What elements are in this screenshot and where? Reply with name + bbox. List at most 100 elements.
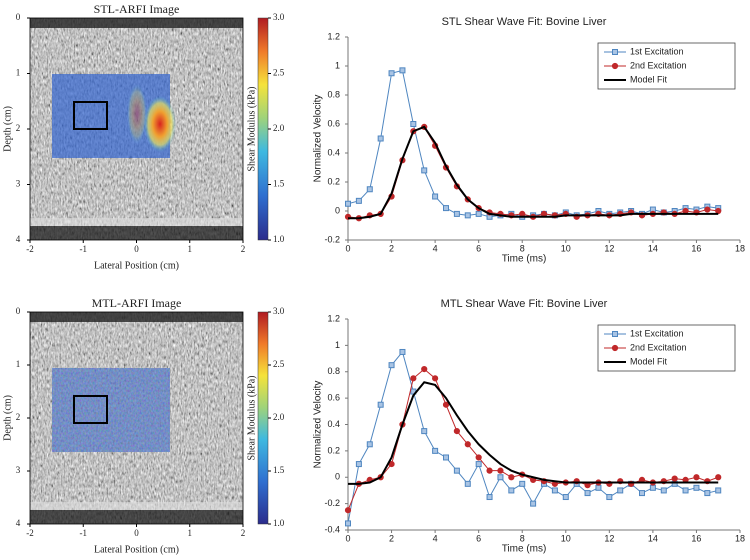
- y-tick-label: 0: [16, 306, 21, 316]
- x-tick-label: 0: [134, 244, 139, 254]
- x-tick-label: 8: [520, 243, 525, 253]
- y-tick-label: -0.2: [324, 498, 340, 508]
- legend-marker: [612, 331, 618, 337]
- far-dark: [30, 510, 243, 524]
- y-tick-label: 1: [16, 359, 21, 369]
- y-tick-label: 2: [16, 412, 21, 422]
- colorbar-tick-label: 1.5: [273, 465, 285, 475]
- x-tick-label: 4: [433, 533, 438, 543]
- far-band: [30, 502, 243, 510]
- y-tick-label: 1.2: [327, 313, 340, 323]
- square-marker: [443, 454, 449, 461]
- circle-marker: [715, 474, 722, 481]
- square-marker: [606, 494, 613, 501]
- x-axis-label: Lateral Position (cm): [94, 544, 179, 555]
- y-tick-label: 0: [16, 12, 21, 22]
- square-marker: [551, 487, 558, 494]
- square-marker: [508, 487, 515, 494]
- circle-marker: [704, 206, 711, 213]
- far-dark: [30, 226, 243, 240]
- y-tick-label: 0: [335, 472, 340, 482]
- square-marker: [421, 167, 428, 174]
- legend-label: Model Fit: [630, 356, 668, 366]
- colorbar: [257, 311, 269, 525]
- x-tick-label: 10: [561, 243, 571, 253]
- y-tick-label: 0.6: [327, 118, 340, 128]
- square-marker: [388, 70, 395, 77]
- circle-marker: [344, 507, 352, 514]
- roi-box: [73, 395, 108, 424]
- y-tick-label: 3: [16, 179, 21, 189]
- square-marker: [345, 200, 351, 207]
- x-tick-label: 2: [241, 244, 246, 254]
- colorbar: [257, 17, 269, 241]
- legend-marker: [611, 344, 619, 352]
- y-axis-label: Depth (cm): [2, 395, 13, 441]
- square-marker: [617, 487, 624, 494]
- square-marker: [355, 461, 362, 468]
- y-tick-label: 0: [335, 205, 340, 215]
- x-tick-label: 14: [648, 533, 658, 543]
- circle-marker: [432, 375, 439, 382]
- colorbar-tick-label: 2.5: [273, 359, 285, 369]
- y-tick-label: -0.2: [324, 234, 340, 244]
- circle-marker: [486, 467, 493, 474]
- near-field: [30, 18, 243, 28]
- square-marker: [475, 461, 482, 468]
- chart-title: MTL Shear Wave Fit: Bovine Liver: [441, 298, 608, 310]
- square-marker: [421, 428, 428, 435]
- x-tick-label: 10: [561, 533, 571, 543]
- far-band: [30, 218, 243, 226]
- y-axis-label: Normalized Velocity: [313, 95, 324, 183]
- square-marker: [660, 487, 667, 494]
- circle-marker: [671, 475, 678, 482]
- square-marker: [584, 490, 591, 497]
- legend-label: 1st Excitation: [630, 46, 684, 56]
- square-marker: [562, 494, 569, 501]
- y-tick-label: 1: [335, 60, 340, 70]
- x-tick-label: 6: [476, 533, 481, 543]
- circle-marker: [421, 366, 428, 373]
- square-marker: [377, 401, 384, 408]
- y-tick-label: 0.4: [327, 147, 340, 157]
- square-marker: [704, 490, 711, 497]
- circle-marker: [464, 441, 471, 448]
- square-marker: [464, 480, 471, 487]
- square-marker: [486, 494, 493, 501]
- y-tick-label: -0.4: [324, 524, 340, 534]
- colorbar-tick-label: 3.0: [273, 306, 285, 316]
- stiff-region: [144, 96, 176, 152]
- colorbar-tick-label: 3.0: [273, 12, 285, 22]
- square-marker: [377, 135, 384, 142]
- square-marker: [595, 484, 602, 491]
- square-marker: [399, 348, 406, 355]
- x-tick-label: 16: [691, 533, 701, 543]
- y-tick-label: 0.4: [327, 419, 340, 429]
- x-tick-label: 2: [389, 243, 394, 253]
- square-marker: [388, 362, 395, 369]
- square-marker: [355, 197, 362, 204]
- square-marker: [366, 441, 373, 448]
- x-tick-label: 12: [604, 533, 614, 543]
- x-tick-label: 1: [188, 528, 193, 538]
- square-marker: [453, 467, 460, 474]
- x-tick-label: -1: [80, 528, 88, 538]
- square-marker: [693, 484, 700, 491]
- square-marker: [453, 210, 460, 217]
- x-tick-label: 4: [433, 243, 438, 253]
- square-marker: [443, 205, 449, 212]
- circle-marker: [693, 474, 700, 481]
- y-tick-label: 1.2: [327, 31, 340, 41]
- y-tick-label: 0.8: [327, 89, 340, 99]
- legend-marker: [612, 49, 618, 55]
- circle-marker: [453, 427, 460, 435]
- circle-marker: [682, 207, 689, 215]
- square-marker: [410, 121, 417, 127]
- x-tick-label: 18: [735, 243, 745, 253]
- y-tick-label: 0.6: [327, 393, 340, 403]
- circle-marker: [475, 454, 482, 461]
- circle-marker: [497, 467, 504, 474]
- square-marker: [519, 480, 526, 487]
- x-tick-label: 0: [345, 533, 350, 543]
